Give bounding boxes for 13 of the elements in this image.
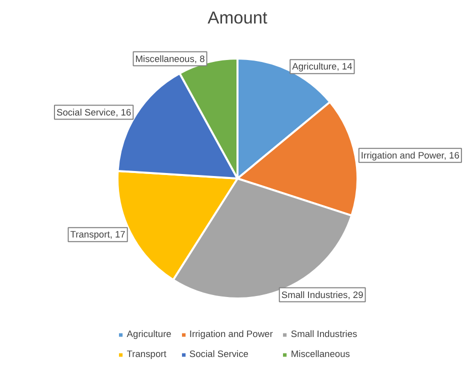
data-label: Miscellaneous, 8 <box>135 54 205 64</box>
data-label: Transport, 17 <box>70 230 126 240</box>
legend-label: Miscellaneous <box>290 348 350 360</box>
legend-label: Small Industries <box>290 328 358 340</box>
data-label: Agriculture, 14 <box>292 62 352 72</box>
legend-label: Social Service <box>189 348 248 360</box>
data-label: Irrigation and Power, 16 <box>360 150 460 160</box>
data-label: Social Service, 16 <box>56 107 132 118</box>
chart-title: Amount <box>208 8 268 28</box>
legend-label: Agriculture <box>126 328 172 340</box>
legend-label: Irrigation and Power <box>189 328 273 340</box>
data-label: Small Industries, 29 <box>281 290 364 300</box>
legend-label: Transport <box>126 348 166 360</box>
